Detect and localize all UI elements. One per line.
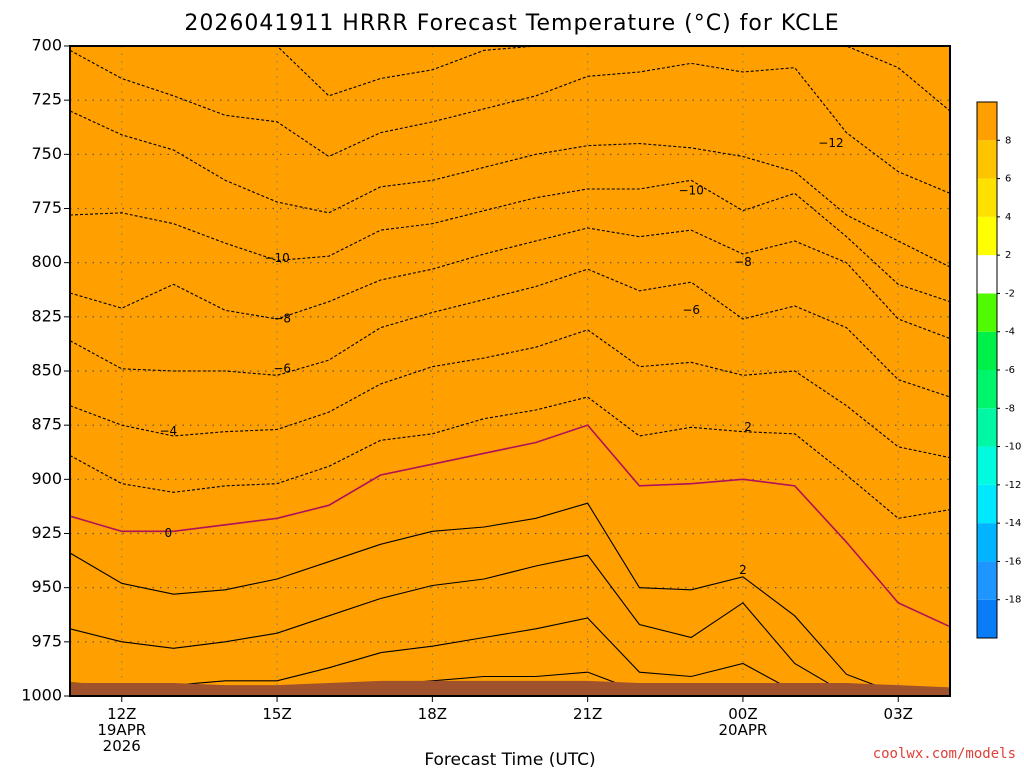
y-tick-label-925: 925 [31,523,62,542]
contour-label-9: 0 [165,526,173,540]
colorbar-label-1: -16 [1005,556,1021,567]
contour-label-6: −6 [273,361,291,375]
x-tick-label-18-0: 18Z [418,705,447,723]
colorbar-swatch-8 [977,293,997,332]
y-tick-label-875: 875 [31,415,62,434]
y-tick-label-900: 900 [31,469,62,488]
x-tick-label-12-2: 2026 [103,737,141,755]
isotherm-line--2 [69,396,951,519]
x-tick-label-27-0: 03Z [884,705,913,723]
y-tick-label-725: 725 [31,90,62,109]
x-tick-label-15-0: 15Z [262,705,291,723]
y-tick-label-950: 950 [31,577,62,596]
colorbar: -18 -16 -14 -12 -10 -8 -6 -4 -2 2 4 6 8 [976,101,1021,639]
y-tick-label-850: 850 [31,361,62,380]
colorbar-swatch-13 [977,102,997,141]
y-tick-label-825: 825 [31,306,62,325]
isotherm-line--10 [69,179,951,303]
colorbar-label-8: -2 [1005,288,1015,299]
colorbar-swatch-7 [977,331,997,370]
isotherm-line-2 [69,502,899,695]
contour-label-4: −8 [273,312,291,326]
x-tick-label-24-0: 00Z [728,705,757,723]
contour-label-8: 2 [744,420,752,434]
x-axis-title: Forecast Time (UTC) [424,750,595,768]
x-tick-label-21-0: 21Z [573,705,602,723]
colorbar-label-11: 6 [1005,174,1011,185]
contour-label-1: −10 [679,184,704,198]
colorbar-swatch-5 [977,408,997,447]
y-tick-label-775: 775 [31,198,62,217]
colorbar-label-6: -6 [1005,365,1015,376]
isotherm-line--8 [69,227,951,340]
credit-text: coolwx.com/models [873,746,1016,762]
temperature-fill-layer [70,46,950,696]
colorbar-label-12: 8 [1005,135,1011,146]
colorbar-label-4: -10 [1005,442,1021,453]
colorbar-label-0: -18 [1005,595,1021,606]
colorbar-swatch-6 [977,370,997,409]
y-tick-label-975: 975 [31,631,62,650]
colorbar-label-10: 4 [1005,212,1011,223]
terrain-ground [70,680,950,696]
contour-label-0: −12 [818,136,843,150]
colorbar-swatch-11 [977,178,997,217]
colorbar-label-7: -4 [1005,327,1015,338]
colorbar-label-2: -14 [1005,518,1021,529]
contour-label-3: −8 [734,255,752,269]
colorbar-swatch-10 [977,216,997,256]
contour-label-10: 2 [739,563,747,577]
colorbar-swatch-0 [977,599,997,638]
isotherm-line-0 [69,424,951,628]
isotherm-line--12 [69,110,951,268]
colorbar-label-5: -8 [1005,403,1015,414]
x-tick-label-12-0: 12Z [107,705,136,723]
colorbar-swatch-9 [977,255,997,294]
colorbar-swatch-1 [977,561,997,600]
colorbar-swatch-2 [977,523,997,562]
isotherm-line--4 [69,329,951,459]
y-axis: 700 725 750 775 800 825 850 875 900 925 950 975 1000 [21,36,70,705]
chart-title: 2026041911 HRRR Forecast Temperature (°C… [184,11,839,36]
colorbar-swatch-3 [977,484,997,524]
contour-labels: −12 −10 −10 −8 −8 −6 −6 −4 2 0 2 [160,136,844,577]
contour-label-5: −6 [682,303,700,317]
isotherm-line--14 [69,49,951,194]
x-tick-label-24-1: 20APR [719,721,768,739]
isotherm-line-4 [69,554,847,695]
contour-label-2: −10 [264,251,289,265]
colorbar-swatch-4 [977,446,997,485]
x-tick-label-12-1: 19APR [97,721,146,739]
contour-label-7: −4 [160,424,178,438]
colorbar-swatch-12 [977,140,997,179]
y-tick-label-700: 700 [31,36,62,55]
y-tick-label-1000: 1000 [21,686,62,705]
colorbar-label-9: 2 [1005,250,1011,261]
y-tick-label-800: 800 [31,252,62,271]
colorbar-label-3: -12 [1005,480,1021,491]
y-tick-label-750: 750 [31,144,62,163]
